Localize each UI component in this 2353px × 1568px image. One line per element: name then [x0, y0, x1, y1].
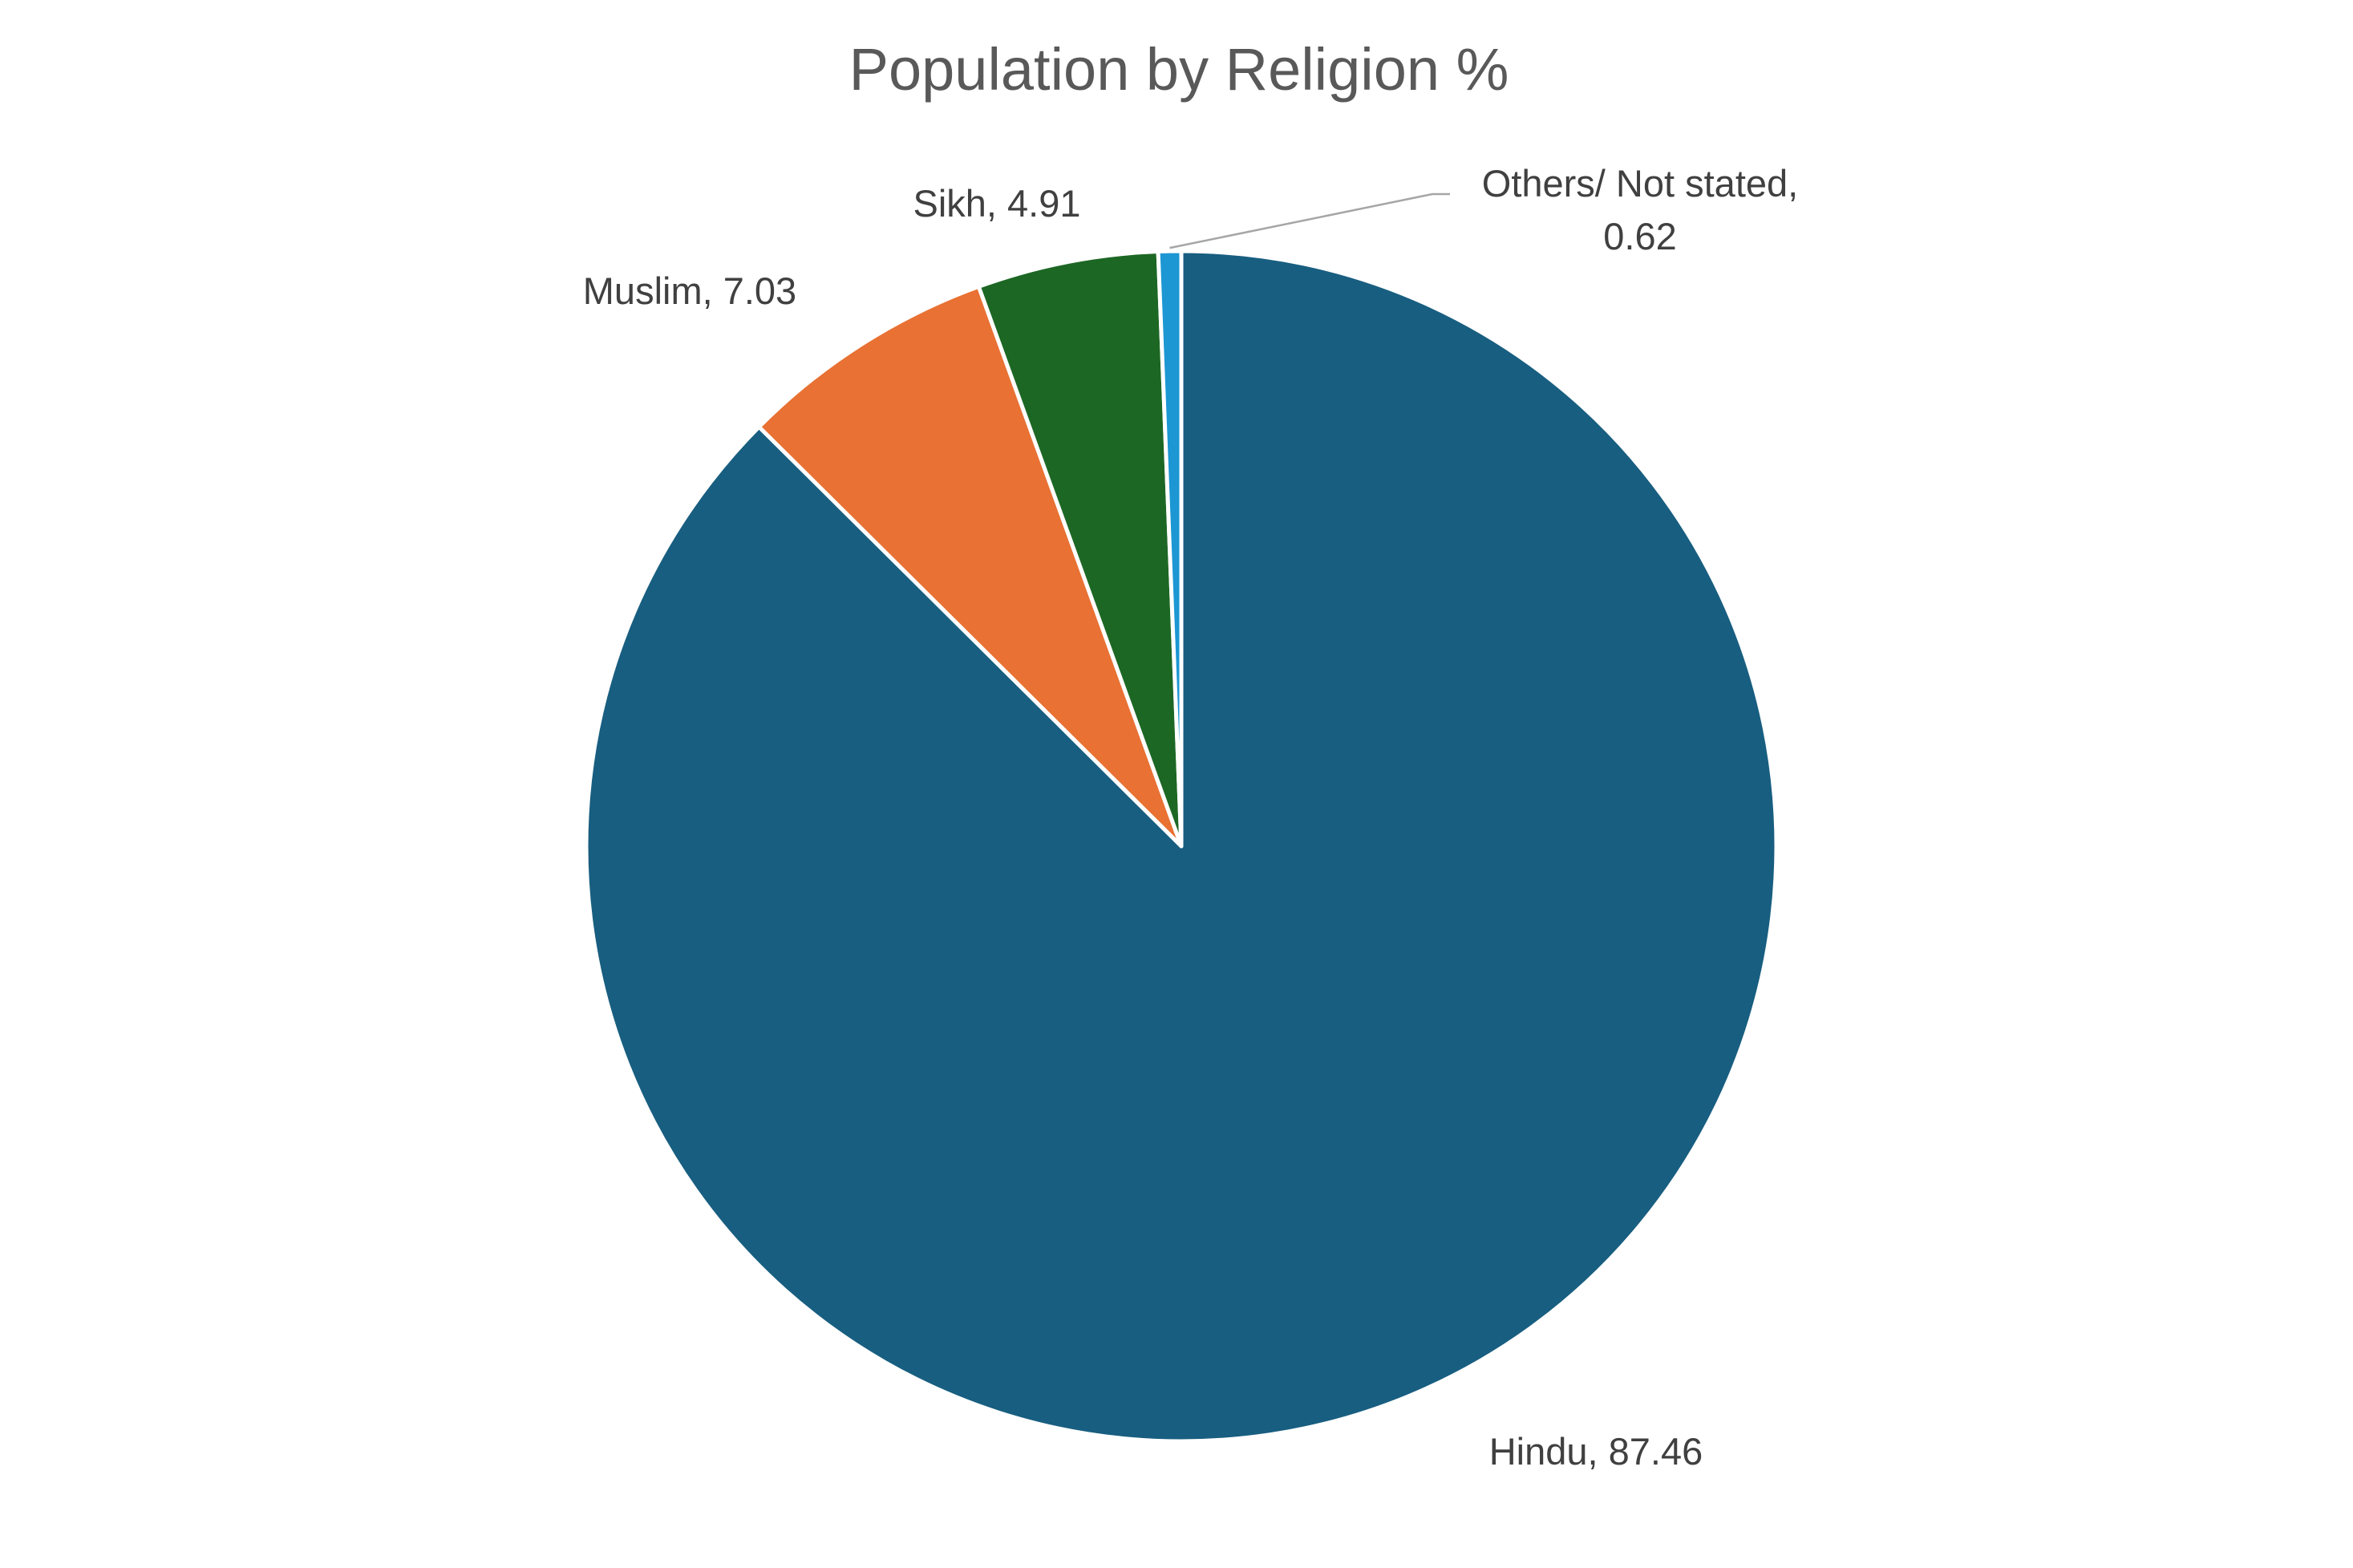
leader-line-others-not-stated	[1169, 192, 1450, 249]
data-label-others-not-stated: Others/ Not stated, 0.62	[1482, 162, 1798, 257]
data-label-muslim: Muslim, 7.03	[583, 269, 796, 312]
data-label-sikh: Sikh, 4.91	[913, 182, 1080, 225]
chart-title: Population by Religion %	[849, 36, 1509, 103]
data-labels: Hindu, 87.46 Muslim, 7.03 Sikh, 4.91 Others…	[583, 162, 1798, 1473]
slice-muslim	[756, 284, 1184, 849]
slice-sikh	[976, 249, 1184, 849]
pie-slices	[584, 249, 1779, 1444]
data-label-hindu: Hindu, 87.46	[1489, 1430, 1703, 1473]
leader-lines	[1169, 192, 1450, 249]
slice-others-not-stated	[1156, 249, 1184, 849]
